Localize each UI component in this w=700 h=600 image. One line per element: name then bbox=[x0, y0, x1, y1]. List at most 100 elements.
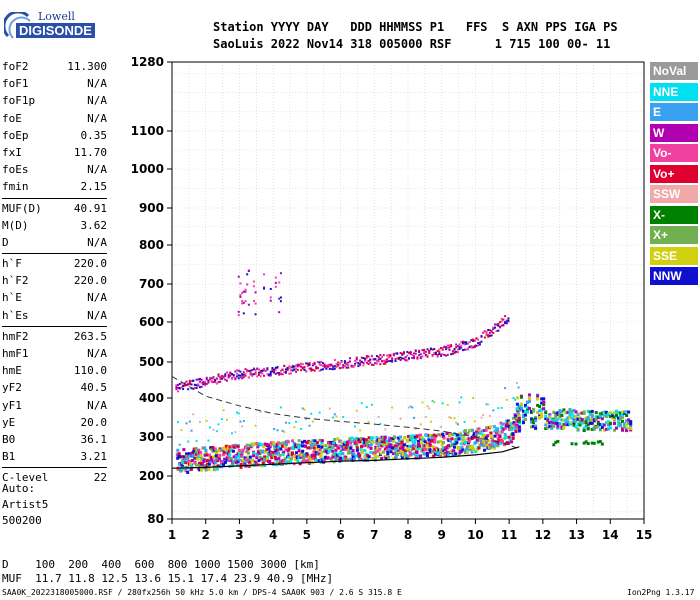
echo-point bbox=[364, 359, 367, 362]
echo-point bbox=[254, 371, 257, 374]
echo-point bbox=[530, 417, 534, 421]
echo-point bbox=[600, 425, 604, 429]
echo-point bbox=[408, 351, 410, 354]
param-value: N/A bbox=[87, 77, 107, 91]
echo-point bbox=[480, 429, 484, 433]
echo-point bbox=[550, 426, 554, 430]
echo-point bbox=[234, 431, 237, 434]
echo-point bbox=[279, 372, 282, 375]
echo-point bbox=[365, 406, 368, 409]
echo-point bbox=[505, 441, 509, 445]
echo-point bbox=[509, 425, 513, 429]
echo-point bbox=[355, 358, 358, 361]
echo-point bbox=[604, 410, 608, 414]
y-tick-label: 500 bbox=[139, 355, 164, 369]
param-value: 3.62 bbox=[80, 218, 108, 232]
echo-point bbox=[552, 418, 556, 422]
echo-point bbox=[362, 438, 366, 442]
echo-point bbox=[519, 406, 523, 410]
echo-point bbox=[344, 457, 348, 461]
echo-point bbox=[612, 428, 616, 432]
echo-point bbox=[556, 439, 560, 443]
echo-point bbox=[431, 348, 434, 351]
y-tick-label: 1000 bbox=[131, 162, 164, 176]
echo-point bbox=[352, 365, 355, 368]
echo-point bbox=[480, 416, 483, 419]
echo-point bbox=[452, 445, 456, 449]
echo-point bbox=[342, 364, 345, 367]
echo-point bbox=[231, 460, 235, 464]
echo-point bbox=[401, 446, 405, 450]
echo-point bbox=[190, 464, 194, 468]
echo-point bbox=[344, 440, 348, 444]
echo-point bbox=[273, 447, 277, 451]
echo-point bbox=[460, 346, 463, 349]
echo-point bbox=[187, 440, 190, 443]
echo-point bbox=[263, 287, 266, 290]
legend-entry-nnw: NNW bbox=[650, 267, 698, 285]
echo-point bbox=[212, 377, 215, 380]
echo-point bbox=[505, 398, 508, 401]
echo-point bbox=[306, 365, 309, 368]
echo-point bbox=[410, 438, 414, 442]
echo-point bbox=[455, 441, 459, 445]
echo-point bbox=[375, 436, 379, 440]
echo-point bbox=[552, 410, 556, 414]
echo-point bbox=[584, 421, 588, 425]
echo-point bbox=[337, 445, 341, 449]
echo-point bbox=[508, 438, 512, 442]
echo-point bbox=[488, 331, 491, 334]
echo-point bbox=[261, 445, 265, 449]
echo-point bbox=[358, 440, 362, 444]
echo-point bbox=[383, 435, 387, 439]
param-value: 220.0 bbox=[73, 274, 107, 288]
echo-point bbox=[330, 442, 334, 446]
echo-point bbox=[279, 296, 282, 299]
echo-point bbox=[479, 443, 483, 447]
echo-point bbox=[345, 363, 348, 366]
echo-point bbox=[243, 462, 247, 466]
echo-point bbox=[461, 448, 465, 452]
echo-point bbox=[538, 416, 542, 420]
echo-point bbox=[311, 439, 315, 443]
echo-point bbox=[397, 436, 401, 440]
echo-point bbox=[367, 421, 370, 424]
echo-point bbox=[234, 461, 238, 465]
echo-point bbox=[513, 423, 517, 427]
echo-point bbox=[263, 442, 267, 446]
echo-point bbox=[472, 338, 475, 341]
echo-point bbox=[413, 352, 416, 355]
echo-point bbox=[189, 467, 193, 471]
echo-point bbox=[574, 415, 578, 419]
echo-point bbox=[540, 415, 544, 419]
param-row: hmF2 263.5 bbox=[2, 328, 107, 345]
echo-point bbox=[326, 456, 330, 460]
echo-point bbox=[184, 469, 188, 473]
echo-point bbox=[318, 448, 322, 452]
echo-point bbox=[596, 424, 600, 428]
echo-point bbox=[391, 452, 395, 456]
echo-point bbox=[197, 378, 200, 381]
echo-point bbox=[528, 393, 532, 397]
echo-point bbox=[538, 404, 542, 408]
echo-point bbox=[271, 370, 274, 373]
echo-point bbox=[355, 443, 359, 447]
echo-point bbox=[401, 357, 404, 360]
echo-point bbox=[598, 412, 602, 416]
echo-point bbox=[283, 445, 287, 449]
echo-point bbox=[269, 441, 273, 445]
echo-point bbox=[290, 369, 292, 372]
echo-point bbox=[473, 339, 476, 342]
echo-point bbox=[477, 341, 480, 344]
param-name: h`Es bbox=[2, 308, 29, 322]
echo-point bbox=[454, 452, 458, 456]
echo-point bbox=[521, 413, 525, 417]
echo-point bbox=[268, 459, 272, 463]
echo-point bbox=[205, 419, 208, 422]
echo-point bbox=[292, 454, 296, 458]
echo-point bbox=[201, 446, 205, 450]
echo-point bbox=[554, 440, 558, 444]
auto-program: Artist5 bbox=[2, 498, 49, 511]
echo-point bbox=[338, 458, 342, 462]
echo-point bbox=[586, 427, 590, 431]
